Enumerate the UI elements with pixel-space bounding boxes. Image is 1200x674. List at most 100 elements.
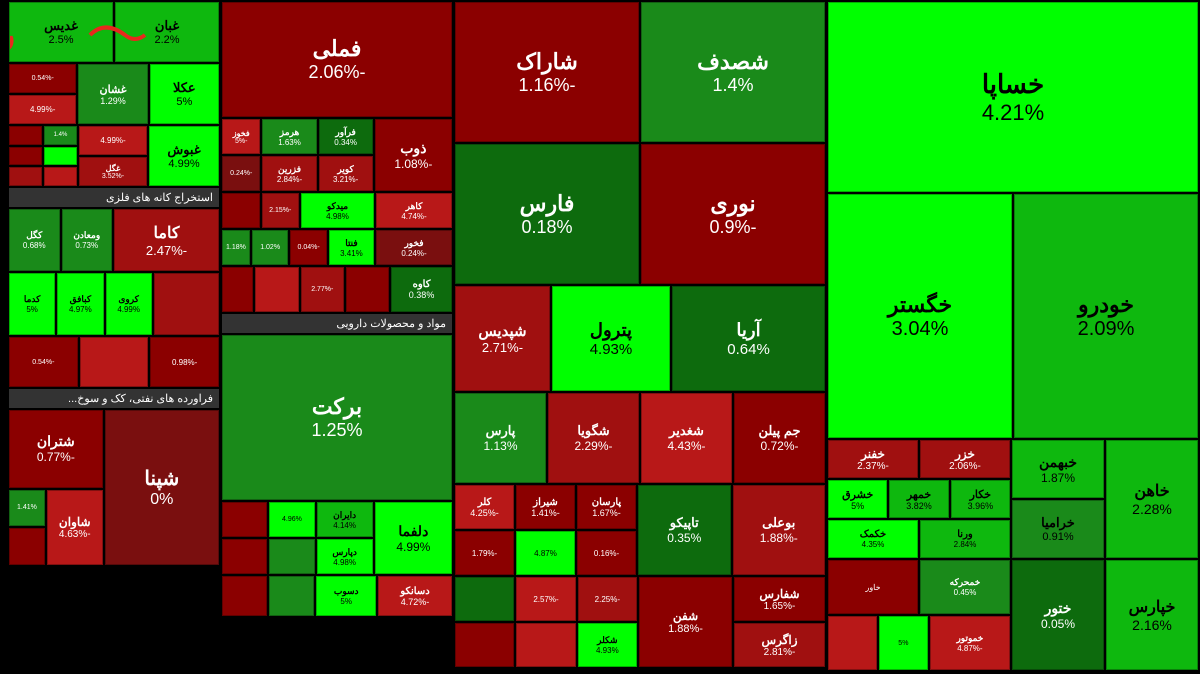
cell-small-1[interactable]: خاور [828,560,918,614]
cell-nori[interactable]: نوری -0.9% [641,144,825,284]
cell-akla[interactable]: عکلا 5% [150,64,219,124]
cell-khmhrk[interactable]: خمحرکه 0.45% [920,560,1010,614]
cell-famli[interactable]: فملی -2.06% [222,2,452,117]
cell-klr[interactable]: کلر -4.25% [455,485,514,529]
cell-khgostar[interactable]: خگستر 3.04% [828,194,1012,438]
cell-small-p3[interactable]: -1.79% [455,531,514,575]
cell-kadma[interactable]: کدما 5% [9,273,55,335]
cell-f2[interactable]: 1.4% [44,126,77,145]
cell-ph1[interactable]: 4.96% [269,502,314,537]
cell-khkmk[interactable]: خکمک 4.35% [828,520,918,558]
cell-dpars[interactable]: دپارس 4.98% [317,539,373,574]
cell-khfanar[interactable]: خفنر -2.37% [828,440,918,478]
cell-petrol[interactable]: پترول 4.93% [552,286,670,391]
cell-sharak[interactable]: شاراک -1.16% [455,2,639,142]
cell-vmadn[interactable]: ومعادن 0.73% [62,209,113,271]
cell-varna[interactable]: ورنا 2.84% [920,520,1010,558]
cell-boali[interactable]: بوعلی -1.88% [733,485,826,575]
cell-khpars[interactable]: خپارس 2.16% [1106,560,1198,670]
cell-kbafgh[interactable]: کبافق 4.97% [57,273,103,335]
cell-shtran[interactable]: شتران -0.77% [9,410,103,488]
cell-barket[interactable]: برکت 1.25% [222,335,452,500]
cell-m5[interactable]: 1.18% [222,230,250,265]
cell-small-p6[interactable] [455,577,514,621]
cell-ghjs[interactable]: -4.99% [79,126,147,155]
cell-shfn[interactable]: شفن -1.88% [639,577,732,667]
cell-small-3[interactable] [828,616,877,670]
cell-khmohr[interactable]: خمهر 3.82% [889,480,948,518]
cell-fars[interactable]: فارس 0.18% [455,144,639,284]
cell-dlfma[interactable]: دلفما 4.99% [375,502,452,574]
cell-dsako[interactable]: دسانکو -4.72% [378,576,452,616]
cell-o2[interactable] [9,528,45,565]
cell-ghshn[interactable]: غشان 1.29% [78,64,147,124]
cell-small-p1[interactable]: -0.16% [577,531,636,575]
cell-mn2[interactable] [80,337,149,387]
cell-ghadr[interactable]: -4.99% [9,95,76,124]
cell-kgl[interactable]: کگل 0.68% [9,209,60,271]
cell-khodro[interactable]: خودرو 2.09% [1014,194,1198,438]
cell-finta[interactable]: فنتا 3.41% [329,230,374,265]
cell-shsadf[interactable]: شصدف 1.4% [641,2,825,142]
cell-small-p8[interactable] [455,623,514,667]
cell-mn1[interactable]: -0.98% [150,337,219,387]
cell-jampln[interactable]: جم پیلن -0.72% [734,393,825,483]
cell-m9[interactable] [222,267,253,312]
cell-tapiko[interactable]: تاپیکو 0.35% [638,485,731,575]
cell-kavir[interactable]: کویر -3.21% [319,156,373,191]
cell-khzar[interactable]: خزر -2.06% [920,440,1010,478]
cell-kama[interactable]: کاما -2.47% [114,209,219,271]
cell-fravar[interactable]: فرآور 0.34% [319,119,373,154]
cell-kama2[interactable] [154,273,219,335]
cell-parss[interactable]: پارس 1.13% [455,393,546,483]
cell-ph3[interactable] [269,539,314,574]
cell-small-p7[interactable] [516,623,575,667]
cell-kharamia[interactable]: خرامیا 0.91% [1012,500,1104,558]
cell-zob[interactable]: ذوب -1.08% [375,119,452,191]
cell-dsoob[interactable]: دسوب 5% [316,576,376,616]
cell-ghgl[interactable]: غگل -3.52% [79,157,147,186]
cell-f4[interactable] [44,147,77,166]
cell-mn3[interactable]: -0.54% [9,337,78,387]
cell-f3[interactable] [9,126,42,145]
cell-m2[interactable] [222,193,260,228]
cell-f5[interactable] [9,147,42,166]
cell-shiraz[interactable]: شیراز -1.41% [516,485,575,529]
cell-m4[interactable]: 1.02% [252,230,289,265]
cell-aria[interactable]: آریا 0.64% [672,286,825,391]
cell-shpdis[interactable]: شپدیس -2.71% [455,286,550,391]
cell-f6[interactable] [44,167,77,186]
cell-shina[interactable]: شپنا 0% [105,410,219,565]
cell-krvy[interactable]: کروی 4.99% [106,273,152,335]
cell-f7[interactable] [9,167,42,186]
cell-shgoya[interactable]: شگویا -2.29% [548,393,639,483]
cell-f1[interactable]: -0.54% [9,64,76,93]
cell-khmos[interactable]: خموتور -4.87% [930,616,1010,670]
cell-m8[interactable] [255,267,298,312]
cell-herhr[interactable]: هرمز 1.63% [262,119,316,154]
cell-m3[interactable]: -0.04% [290,230,327,265]
cell-m1[interactable]: -2.15% [262,193,300,228]
cell-khshrgh[interactable]: خشرق 5% [828,480,887,518]
cell-ph6[interactable] [222,576,267,616]
cell-m7[interactable]: -2.77% [301,267,344,312]
cell-daryan[interactable]: دایران 4.14% [317,502,373,537]
cell-small-p2[interactable]: 4.87% [516,531,575,575]
cell-small-p4[interactable]: -2.25% [578,577,637,621]
cell-m6[interactable] [346,267,389,312]
cell-khbahman[interactable]: خبهمن 1.87% [1012,440,1104,498]
cell-shavan[interactable]: شاوان -4.63% [47,490,103,566]
cell-shamai[interactable]: شغدیر -4.43% [641,393,732,483]
cell-kaveh[interactable]: کاوه 0.38% [391,267,452,312]
cell-small-2[interactable]: 5% [879,616,928,670]
cell-farzin[interactable]: فزرین -2.84% [262,156,316,191]
cell-parsan[interactable]: پارسان -1.67% [577,485,636,529]
cell-midko[interactable]: میدکو 4.98% [301,193,374,228]
cell-flsn[interactable]: -0.24% [222,156,260,191]
cell-sklr[interactable]: شکلر 4.93% [578,623,637,667]
cell-ghbsh[interactable]: غبوش 4.99% [149,126,219,186]
cell-ph2[interactable] [222,502,267,537]
cell-fkhuz[interactable]: فخوز -5% [222,119,260,154]
cell-khasapa[interactable]: خساپا 4.21% [828,2,1198,192]
cell-o1[interactable]: 1.41% [9,490,45,527]
